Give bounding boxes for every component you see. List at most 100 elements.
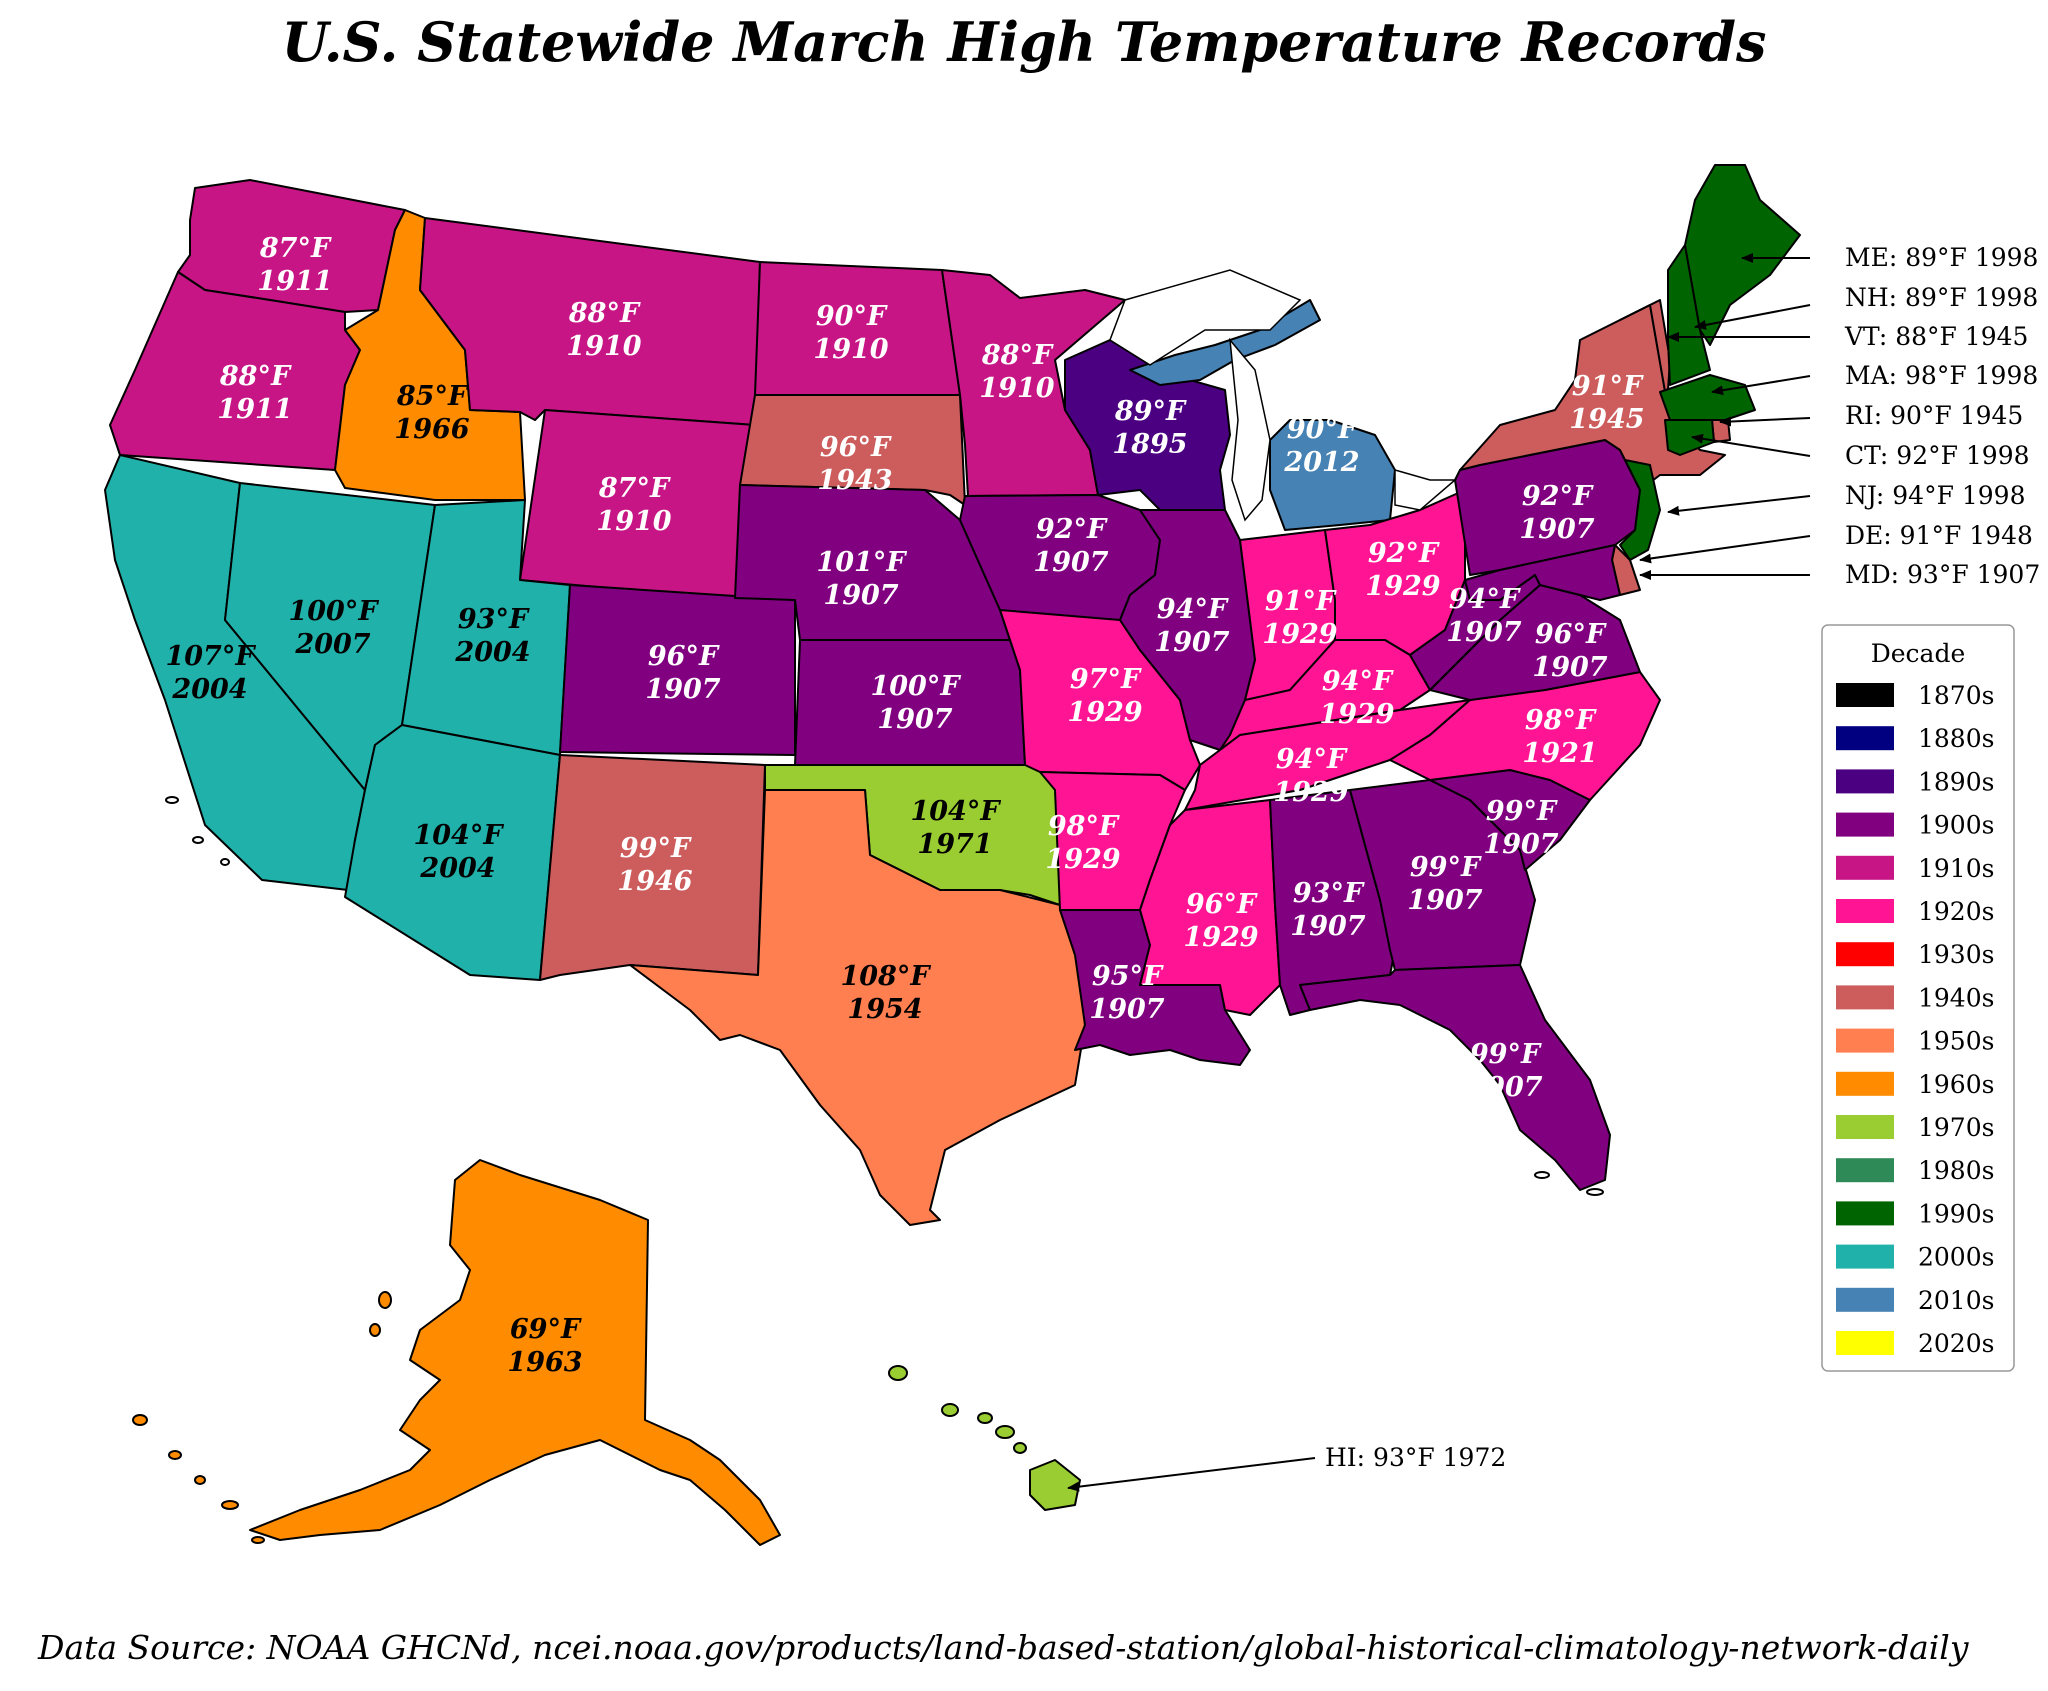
state-ks (794, 639, 1026, 766)
label-ga-year: 1907 (1407, 885, 1482, 916)
label-fl-temp: 99°F (1470, 1039, 1542, 1070)
state-hi (1029, 1459, 1081, 1511)
label-ms-temp: 96°F (1186, 889, 1258, 920)
label-ak-temp: 69°F (510, 1314, 582, 1345)
legend-label-1930s: 1930s (1918, 940, 1994, 969)
island-16 (1534, 1171, 1550, 1179)
legend-label-1880s: 1880s (1918, 724, 1994, 753)
callout-de: DE: 91°F 1948 (1845, 521, 2033, 550)
label-mi-temp: 90°F (1287, 414, 1359, 445)
legend-label-1970s: 1970s (1918, 1113, 1994, 1142)
island-15 (220, 858, 230, 866)
legend-swatch-1960s (1836, 1071, 1894, 1096)
legend-swatch-1920s (1836, 899, 1894, 923)
callout-arrow-de (1639, 535, 1811, 564)
label-al-temp: 93°F (1293, 878, 1365, 909)
legend-swatch-1980s (1836, 1158, 1894, 1183)
label-la-temp: 95°F (1092, 961, 1164, 992)
legend-label-1870s: 1870s (1918, 681, 1994, 710)
legend-swatch-1940s (1836, 985, 1894, 1010)
label-wy-year: 1910 (596, 506, 671, 537)
island-5 (251, 1536, 265, 1544)
legend-swatch-2010s (1836, 1287, 1894, 1312)
label-sd-temp: 96°F (820, 432, 892, 463)
island-9 (941, 1403, 959, 1417)
state-fl (1299, 964, 1611, 1191)
label-wa-year: 1911 (257, 266, 332, 297)
callout-hi: HI: 93°F 1972 (1325, 1443, 1506, 1472)
label-in-temp: 91°F (1265, 586, 1337, 617)
callout-arrow-ri (1719, 416, 1811, 427)
callout-me: ME: 89°F 1998 (1845, 243, 2038, 272)
label-id-temp: 85°F (396, 381, 469, 412)
state-nc (1389, 671, 1661, 801)
map-title: U.S. Statewide March High Temperature Re… (281, 10, 1767, 74)
label-nv-year: 2007 (294, 629, 370, 660)
label-oh-year: 1929 (1365, 571, 1440, 602)
callout-ma: MA: 98°F 1998 (1845, 361, 2038, 390)
label-mo-temp: 97°F (1070, 664, 1142, 695)
label-in-year: 1929 (1262, 619, 1337, 650)
label-ia-year: 1907 (1033, 547, 1108, 578)
label-oh-temp: 92°F (1368, 538, 1440, 569)
label-il-year: 1907 (1154, 627, 1229, 658)
label-tx-year: 1954 (847, 994, 922, 1025)
label-nd-temp: 90°F (816, 301, 888, 332)
label-nc-temp: 98°F (1525, 705, 1597, 736)
great-lake-1 (1109, 269, 1302, 366)
legend-swatch-1950s (1836, 1028, 1894, 1053)
label-nc-year: 1921 (1522, 738, 1597, 769)
callout-arrow-nj (1667, 495, 1811, 516)
callout-arrow-nh (1694, 304, 1811, 330)
label-mi-year: 2012 (1283, 447, 1359, 478)
callout-arrow-ma (1711, 375, 1811, 396)
island-6 (378, 1291, 392, 1309)
label-id-year: 1966 (394, 414, 469, 445)
label-az-year: 2004 (419, 853, 495, 884)
label-mt-temp: 88°F (568, 298, 641, 329)
legend-swatch-1970s (1836, 1115, 1894, 1139)
label-or-temp: 88°F (219, 361, 292, 392)
legend-swatch-1870s (1836, 683, 1894, 707)
island-8 (888, 1365, 908, 1381)
label-ok-year: 1971 (917, 829, 992, 860)
legend-label-1990s: 1990s (1918, 1199, 1994, 1228)
label-il-temp: 94°F (1157, 594, 1229, 625)
label-fl-year: 1907 (1467, 1072, 1542, 1103)
label-ky-year: 1929 (1319, 699, 1394, 730)
label-tn-temp: 94°F (1276, 744, 1348, 775)
label-wa-temp: 87°F (259, 233, 332, 264)
callout-arrow-hi (1067, 1457, 1316, 1492)
label-nd-year: 1910 (813, 334, 888, 365)
state-md (1464, 544, 1621, 601)
island-3 (194, 1475, 206, 1485)
label-va-year: 1907 (1532, 652, 1607, 683)
state-ny (1459, 304, 1726, 491)
label-ks-temp: 100°F (870, 671, 961, 702)
label-va-temp: 96°F (1535, 619, 1607, 650)
callout-ri: RI: 90°F 1945 (1845, 401, 2023, 430)
legend-label-2020s: 2020s (1918, 1329, 1994, 1358)
island-12 (1013, 1442, 1027, 1454)
label-ok-temp: 104°F (910, 796, 1001, 827)
label-mn-temp: 88°F (981, 340, 1054, 371)
label-ca-temp: 107°F (165, 641, 256, 672)
legend-label-1940s: 1940s (1918, 983, 1994, 1012)
label-ne-year: 1907 (823, 580, 898, 611)
labels-layer: 87°F191188°F1911107°F200485°F1966100°F20… (165, 233, 1644, 1378)
label-ms-year: 1929 (1183, 922, 1258, 953)
callout-md: MD: 93°F 1907 (1845, 560, 2040, 589)
legend-label-1910s: 1910s (1918, 854, 1994, 883)
state-tx (629, 789, 1086, 1226)
label-ca-year: 2004 (171, 674, 247, 705)
states-layer (104, 164, 1801, 1546)
legend-label-1950s: 1950s (1918, 1027, 1994, 1056)
label-la-year: 1907 (1089, 994, 1164, 1025)
legend-label-2000s: 2000s (1918, 1243, 1994, 1272)
legend-label-1900s: 1900s (1918, 811, 1994, 840)
label-nm-temp: 99°F (620, 833, 692, 864)
label-ga-temp: 99°F (1410, 852, 1482, 883)
label-co-temp: 96°F (648, 641, 720, 672)
label-ny-temp: 91°F (1572, 371, 1644, 402)
